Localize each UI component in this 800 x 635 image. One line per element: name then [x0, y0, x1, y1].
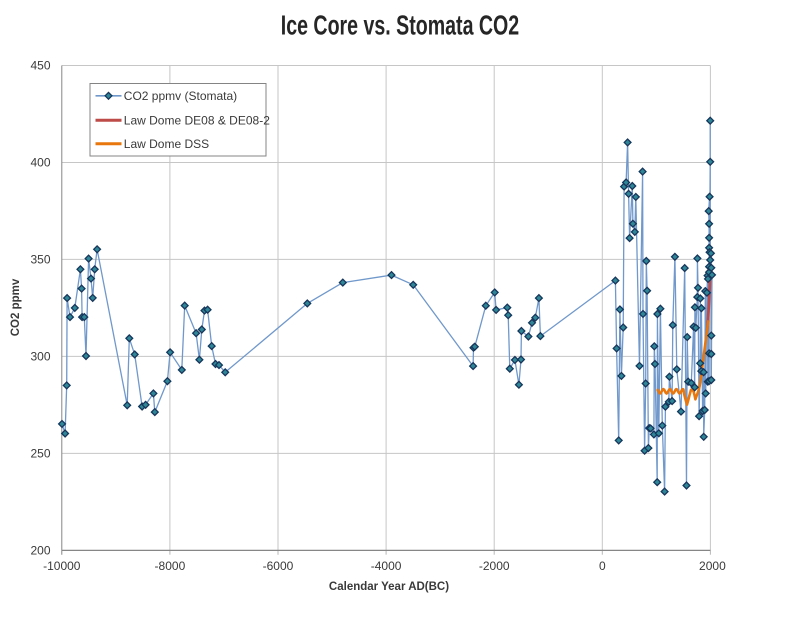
svg-text:450: 450 [30, 59, 50, 73]
svg-text:Law Dome DE08 & DE08-2: Law Dome DE08 & DE08-2 [124, 113, 270, 127]
svg-text:400: 400 [30, 156, 50, 170]
svg-text:Ice Core vs. Stomata CO2: Ice Core vs. Stomata CO2 [281, 10, 519, 41]
svg-text:Law Dome DSS: Law Dome DSS [124, 137, 209, 151]
svg-text:-2000: -2000 [479, 559, 510, 573]
svg-text:2000: 2000 [699, 559, 726, 573]
svg-text:200: 200 [30, 543, 50, 557]
svg-text:-6000: -6000 [263, 559, 294, 573]
svg-text:250: 250 [30, 446, 50, 460]
svg-text:CO2 ppmv: CO2 ppmv [10, 278, 22, 336]
svg-text:300: 300 [30, 349, 50, 363]
svg-text:-4000: -4000 [371, 559, 402, 573]
svg-text:0: 0 [599, 559, 606, 573]
svg-text:-10000: -10000 [43, 559, 81, 573]
svg-text:-8000: -8000 [155, 559, 186, 573]
svg-text:Calendar Year AD(BC): Calendar Year AD(BC) [329, 581, 449, 593]
svg-text:CO2 ppmv (Stomata): CO2 ppmv (Stomata) [124, 89, 237, 103]
svg-text:350: 350 [30, 253, 50, 267]
